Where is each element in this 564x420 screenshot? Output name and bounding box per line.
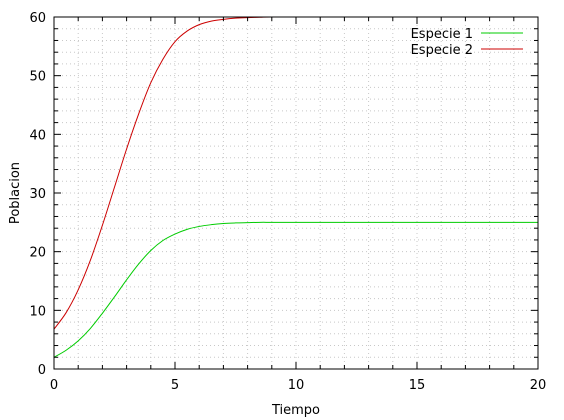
grid [54,17,538,369]
y-axis-title: Poblacion [8,162,23,224]
y-tick-label: 20 [29,246,46,261]
legend: Especie 1 Especie 2 [411,27,523,58]
legend-label-especie-1: Especie 1 [411,27,473,42]
y-tick-label: 60 [29,11,46,26]
y-tick-label: 50 [29,70,46,85]
x-tick-label: 15 [409,378,426,393]
x-tick-label: 5 [171,378,179,393]
series-lines [53,16,538,358]
y-tick-label: 40 [29,128,46,143]
axis-ticks: 0 5 10 15 20 0 10 20 30 40 50 60 [29,11,546,393]
x-axis-title: Tiempo [271,403,320,418]
x-tick-label: 10 [288,378,305,393]
x-tick-label: 20 [530,378,547,393]
y-tick-label: 10 [29,304,46,319]
y-tick-label: 30 [29,187,46,202]
legend-label-especie-2: Especie 2 [411,43,473,58]
series-line-especie-1 [53,221,538,358]
x-tick-label: 0 [50,378,58,393]
y-tick-label: 0 [38,363,46,378]
